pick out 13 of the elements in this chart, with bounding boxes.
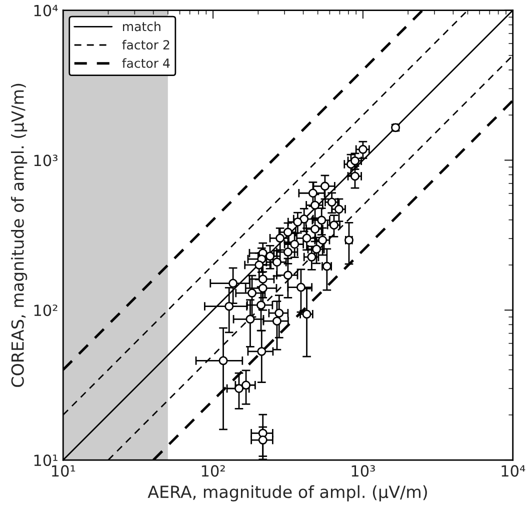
y-axis-title: COREAS, magnitude of ampl. (µV/m) (11, 84, 28, 387)
x-tick-label: 10⁴ (502, 465, 526, 477)
x-tick-label: 10¹ (52, 465, 76, 477)
x-tick-label: 10³ (352, 465, 375, 477)
y-tick-label: 10² (34, 304, 58, 316)
legend-label: factor 4 (122, 58, 170, 68)
legend-label: factor 2 (122, 40, 170, 50)
y-tick-label: 10⁴ (34, 4, 58, 16)
x-tick-label: 10² (202, 465, 225, 477)
legend-label: match (123, 22, 160, 32)
x-axis-title: AERA, magnitude of ampl. (µV/m) (148, 485, 427, 502)
y-tick-label: 10³ (34, 154, 58, 166)
y-tick-label: 10¹ (34, 454, 58, 466)
